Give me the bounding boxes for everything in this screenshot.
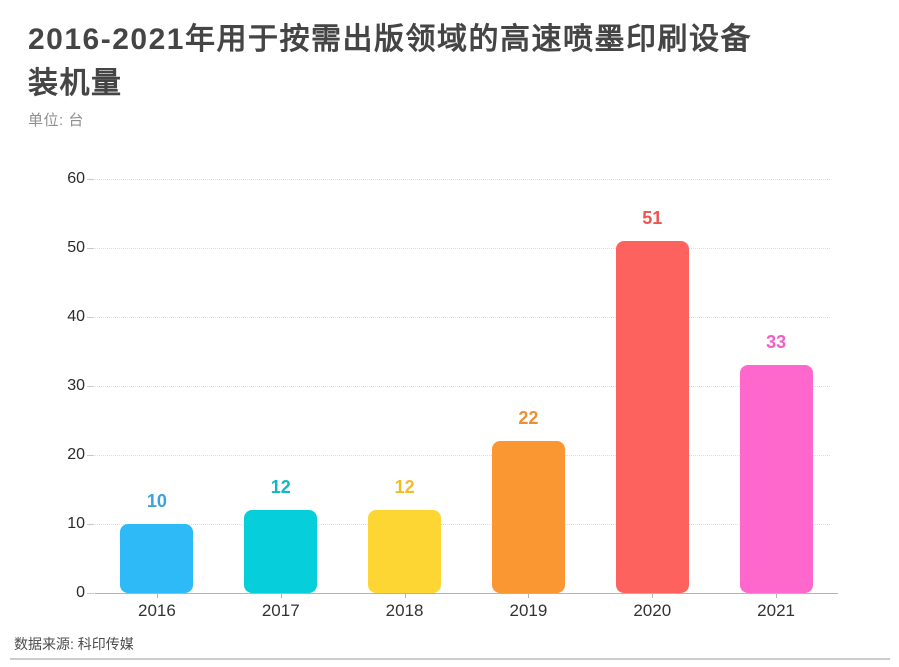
y-axis-label-20: 20: [67, 446, 85, 463]
bar-2019: [491, 441, 565, 593]
unit-label: 单位: 台: [28, 112, 84, 129]
y-axis-tick-0: [87, 593, 94, 594]
x-axis-label-2020: 2020: [633, 601, 672, 620]
gridline-60: [95, 179, 830, 180]
y-axis-label-50: 50: [67, 239, 85, 256]
y-axis-label-10: 10: [67, 515, 85, 532]
x-axis-tick-2021: [776, 594, 778, 598]
value-label-2018: 12: [394, 477, 415, 498]
y-axis-label-0: 0: [76, 584, 85, 601]
x-axis-label-2021: 2021: [757, 601, 795, 620]
y-axis-tick-50: [87, 248, 94, 249]
y-axis-tick-10: [87, 524, 94, 525]
gridline-30: [95, 386, 830, 387]
y-axis-tick-60: [87, 179, 94, 180]
y-axis-label-60: 60: [67, 170, 85, 187]
x-axis-tick-2020: [652, 594, 654, 598]
value-label-2020: 51: [642, 208, 663, 229]
chart-title-line2: 装机量: [28, 67, 123, 100]
value-label-2017: 12: [270, 477, 291, 498]
y-axis-tick-20: [87, 455, 94, 456]
x-axis-tick-2019: [528, 594, 530, 598]
y-axis-tick-40: [87, 317, 94, 318]
bottom-divider: [10, 658, 890, 660]
x-axis-tick-2017: [280, 594, 282, 598]
gridline-50: [95, 248, 830, 249]
bar-2018: [368, 510, 442, 593]
gridline-40: [95, 317, 830, 318]
x-axis-label-2019: 2019: [509, 601, 548, 620]
bar-2017: [244, 510, 318, 593]
chart-title-line1: 2016-2021年用于按需出版领域的高速喷墨印刷设备: [28, 23, 752, 56]
x-axis-label-2017: 2017: [261, 601, 300, 620]
x-axis-label-2018: 2018: [385, 601, 424, 620]
gridline-20: [95, 455, 830, 456]
value-label-2016: 10: [146, 491, 167, 511]
data-source-label: 数据来源: 科印传媒: [14, 636, 134, 652]
x-axis-tick-2018: [404, 594, 406, 598]
y-axis-label-40: 40: [67, 308, 85, 325]
chart-title: 2016-2021年用于按需出版领域的高速喷墨印刷设备 装机量: [28, 18, 878, 106]
bar-2020: [615, 241, 689, 593]
value-label-2019: 22: [518, 408, 539, 429]
y-axis-tick-30: [87, 386, 94, 387]
x-axis-tick-2016: [156, 594, 158, 598]
y-axis-label-30: 30: [67, 377, 85, 394]
gridline-10: [95, 524, 830, 525]
x-axis-line: [95, 593, 838, 594]
x-axis-label-2016: 2016: [137, 601, 176, 620]
value-label-2021: 33: [766, 332, 787, 353]
bar-2016: [120, 524, 194, 593]
bar-2021: [739, 365, 813, 593]
